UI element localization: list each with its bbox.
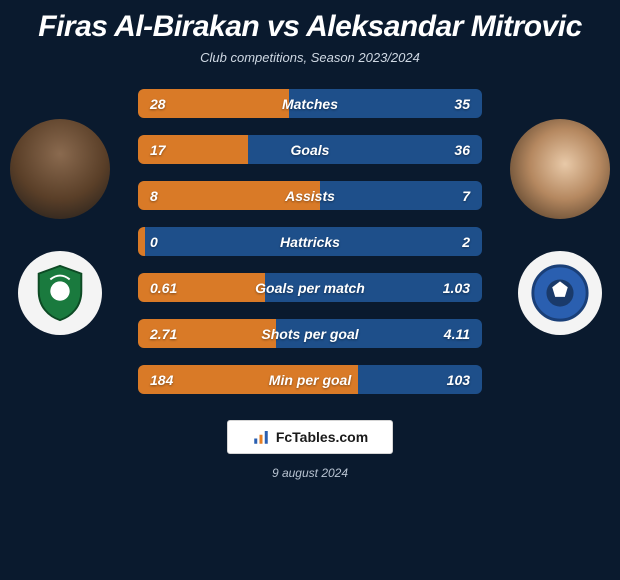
person-icon	[510, 119, 610, 219]
stat-row: 0Hattricks2	[138, 227, 482, 256]
stat-value-right: 35	[338, 96, 482, 112]
stat-row: 28Matches35	[138, 89, 482, 118]
stat-value-right: 4.11	[359, 326, 482, 342]
person-icon	[10, 119, 110, 219]
chart-icon	[252, 428, 270, 446]
stat-value-left: 2.71	[138, 326, 261, 342]
stat-label: Matches	[282, 96, 338, 112]
player-left-avatar	[10, 119, 110, 219]
stat-value-left: 8	[138, 188, 285, 204]
stats-list: 28Matches3517Goals368Assists70Hattricks2…	[138, 89, 482, 394]
stat-value-right: 2	[340, 234, 482, 250]
subtitle: Club competitions, Season 2023/2024	[0, 50, 620, 65]
stat-label: Goals	[291, 142, 330, 158]
stat-value-left: 17	[138, 142, 291, 158]
date-label: 9 august 2024	[0, 466, 620, 480]
page-title: Firas Al-Birakan vs Aleksandar Mitrovic	[0, 0, 620, 44]
stat-row: 0.61Goals per match1.03	[138, 273, 482, 302]
stat-row: 184Min per goal103	[138, 365, 482, 394]
source-badge[interactable]: FcTables.com	[227, 420, 393, 454]
stat-label: Assists	[285, 188, 335, 204]
club-left-badge	[18, 251, 102, 335]
stat-label: Min per goal	[269, 372, 351, 388]
ball-badge-icon	[529, 262, 591, 324]
stat-value-left: 0.61	[138, 280, 255, 296]
stat-row: 2.71Shots per goal4.11	[138, 319, 482, 348]
club-right-badge	[518, 251, 602, 335]
comparison-area: 28Matches3517Goals368Assists70Hattricks2…	[0, 89, 620, 394]
stat-value-left: 184	[138, 372, 269, 388]
source-label: FcTables.com	[276, 429, 368, 445]
stat-value-left: 0	[138, 234, 280, 250]
stat-value-left: 28	[138, 96, 282, 112]
player-right-avatar	[510, 119, 610, 219]
stat-label: Shots per goal	[261, 326, 358, 342]
stat-value-right: 1.03	[365, 280, 482, 296]
stat-value-right: 36	[329, 142, 482, 158]
stat-value-right: 7	[335, 188, 482, 204]
stat-label: Hattricks	[280, 234, 340, 250]
stat-row: 17Goals36	[138, 135, 482, 164]
stat-row: 8Assists7	[138, 181, 482, 210]
stat-label: Goals per match	[255, 280, 365, 296]
stat-value-right: 103	[351, 372, 482, 388]
shield-icon	[29, 262, 91, 324]
